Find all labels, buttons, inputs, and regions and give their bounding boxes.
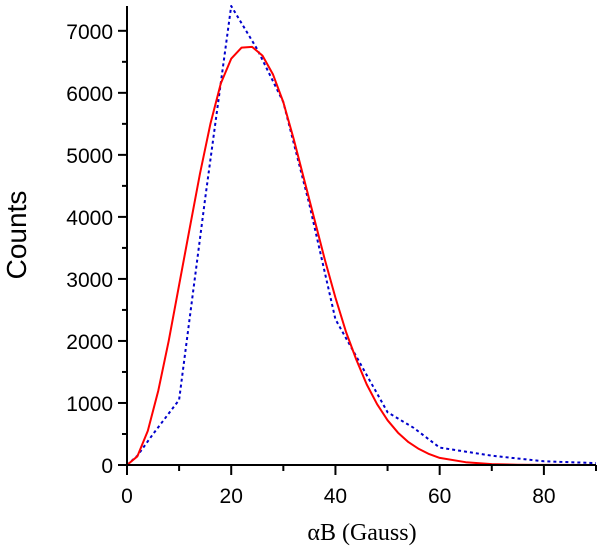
data-histogram-line (126, 5, 597, 466)
x-tick-label: 0 (121, 485, 133, 508)
plot-area (126, 5, 597, 466)
y-tick-label: 2000 (66, 331, 113, 354)
y-tick-label: 4000 (66, 207, 113, 230)
y-axis-title: Counts (1, 191, 32, 280)
x-tick-label: 60 (428, 485, 451, 508)
x-tick-label: 40 (324, 485, 347, 508)
x-tick-label: 20 (220, 485, 243, 508)
x-tick-label: 80 (532, 485, 555, 508)
fit-curve-line (126, 45, 597, 466)
x-axis-title: αB (Gauss) (307, 520, 416, 546)
y-tick-label: 5000 (66, 145, 113, 168)
y-tick-label: 7000 (66, 21, 113, 44)
y-tick-label: 0 (101, 455, 113, 478)
y-tick-label: 6000 (66, 83, 113, 106)
axes: 0 1000 2000 3000 4000 5000 6000 7000 0 20 40 60 80 (66, 6, 597, 508)
y-tick-label: 1000 (66, 393, 113, 416)
y-tick-label: 3000 (66, 269, 113, 292)
